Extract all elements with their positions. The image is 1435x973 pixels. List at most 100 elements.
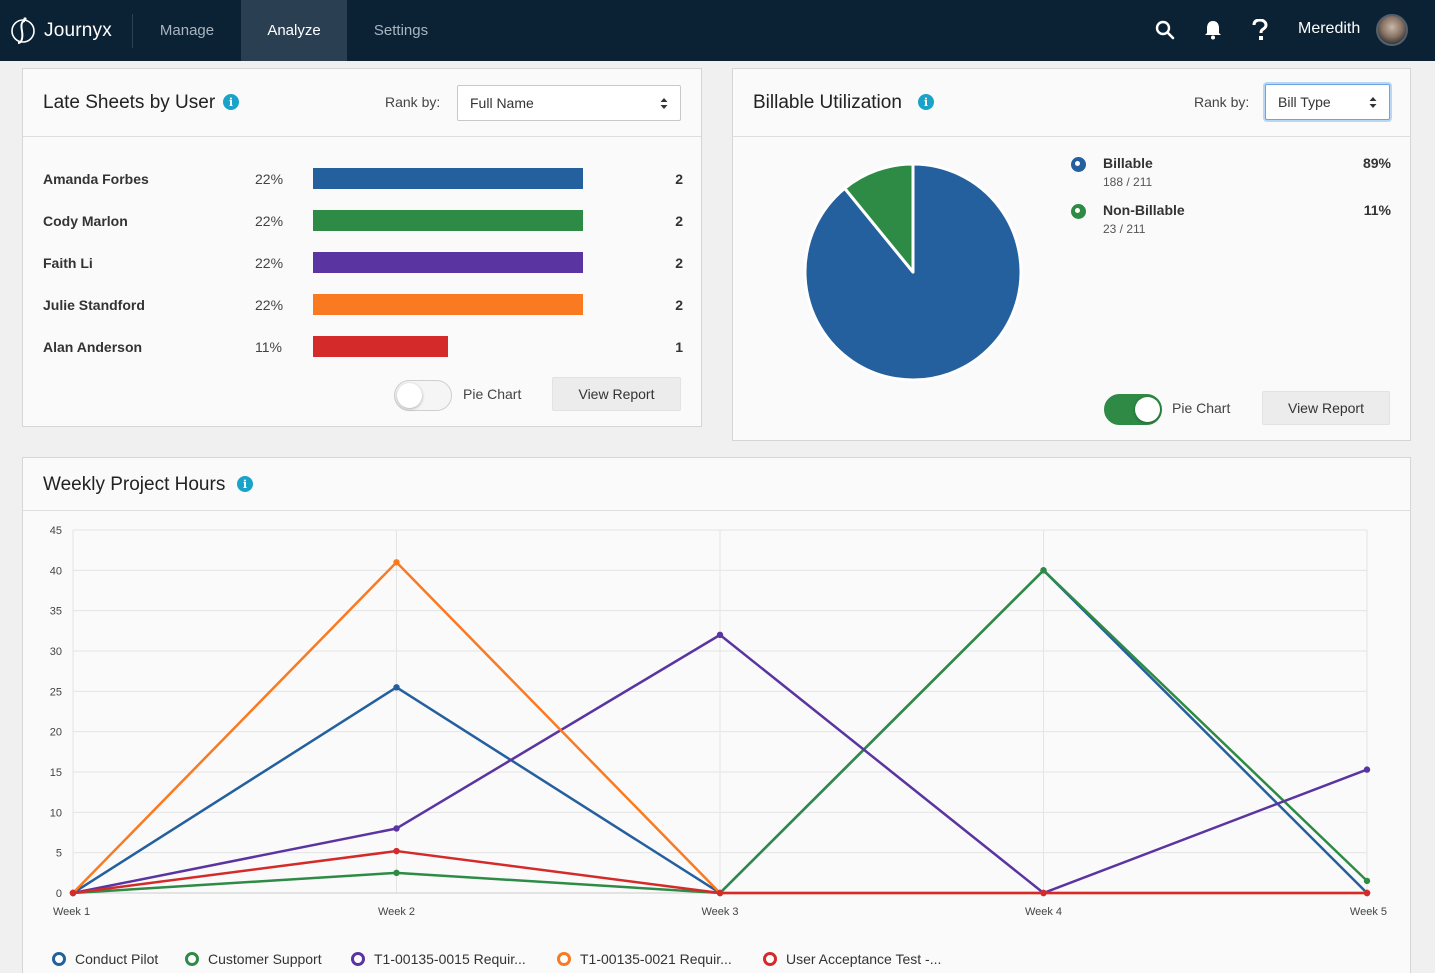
view-report-button[interactable]: View Report bbox=[552, 377, 681, 411]
weekly-header: Weekly Project Hours i bbox=[23, 458, 1410, 511]
bar-track bbox=[313, 168, 583, 189]
data-point[interactable] bbox=[393, 869, 400, 877]
toggle-knob bbox=[1135, 397, 1160, 422]
pie-chart-toggle-label: Pie Chart bbox=[1172, 400, 1231, 416]
user-percent: 22% bbox=[255, 255, 284, 271]
tab-analyze[interactable]: Analyze bbox=[241, 0, 347, 61]
bar[interactable] bbox=[313, 294, 583, 315]
y-tick-label: 45 bbox=[50, 525, 62, 537]
bar[interactable] bbox=[313, 252, 583, 273]
brand-logo[interactable]: Journyx bbox=[10, 12, 112, 50]
weekly-hours-line-chart: 0 5 10 15 20 25 30 35 40 45 Week 1 Week 2 Week 3 Week… bbox=[50, 525, 1387, 918]
data-point[interactable] bbox=[1363, 889, 1371, 897]
y-tick-label: 10 bbox=[50, 807, 62, 819]
rank-by-label: Rank by: bbox=[1194, 94, 1250, 110]
data-point[interactable] bbox=[716, 631, 724, 639]
late-sheet-count: 2 bbox=[675, 255, 683, 271]
bar-track bbox=[313, 336, 583, 357]
data-point[interactable] bbox=[393, 684, 400, 691]
user-name: Faith Li bbox=[43, 255, 93, 271]
late-sheet-count: 2 bbox=[675, 213, 683, 229]
user-percent: 22% bbox=[255, 297, 284, 313]
legend-percent: 89% bbox=[1362, 155, 1391, 171]
chart-legend-item[interactable]: Conduct Pilot bbox=[52, 949, 158, 969]
avatar[interactable] bbox=[1376, 14, 1408, 46]
late-sheet-count: 2 bbox=[675, 171, 683, 187]
pie-chart-toggle[interactable] bbox=[1104, 394, 1162, 425]
x-tick-label: Week 4 bbox=[1025, 906, 1062, 918]
bell-icon[interactable] bbox=[1201, 18, 1225, 42]
tab-settings[interactable]: Settings bbox=[373, 22, 429, 39]
legend-label: User Acceptance Test -... bbox=[786, 951, 942, 967]
pie-slice-non-billable[interactable] bbox=[843, 162, 915, 274]
x-tick-label: Week 3 bbox=[701, 906, 738, 918]
late-sheet-row: Alan Anderson 11% 1 bbox=[43, 336, 683, 358]
legend-name: Billable bbox=[1103, 155, 1153, 171]
tab-manage[interactable]: Manage bbox=[159, 22, 215, 39]
rank-by-value: Full Name bbox=[470, 95, 534, 111]
x-tick-label: Week 5 bbox=[1350, 906, 1387, 918]
late-sheet-row: Faith Li 22% 2 bbox=[43, 252, 683, 274]
legend-item-billable: Billable 188 / 211 89% bbox=[1071, 155, 1391, 195]
user-name: Julie Standford bbox=[43, 297, 145, 313]
data-point[interactable] bbox=[393, 825, 400, 832]
legend-dot-icon bbox=[52, 952, 66, 966]
legend-dot-icon bbox=[185, 952, 199, 966]
user-name: Cody Marlon bbox=[43, 213, 128, 229]
billable-header: Billable Utilization i Rank by: Bill Typ… bbox=[733, 69, 1410, 137]
data-point[interactable] bbox=[1363, 766, 1371, 773]
data-point[interactable] bbox=[1040, 567, 1047, 574]
legend-label: Customer Support bbox=[208, 951, 322, 967]
y-tick-label: 30 bbox=[50, 646, 62, 658]
user-menu-name[interactable]: Meredith bbox=[1298, 20, 1361, 37]
data-point[interactable] bbox=[716, 889, 724, 897]
pie-chart-toggle[interactable] bbox=[394, 380, 452, 411]
data-point[interactable] bbox=[69, 889, 77, 897]
billable-dot-icon bbox=[1071, 157, 1086, 172]
late-sheet-row: Amanda Forbes 22% 2 bbox=[43, 168, 683, 190]
late-sheet-row: Cody Marlon 22% 2 bbox=[43, 210, 683, 232]
journyx-logo-icon bbox=[11, 17, 35, 44]
info-icon[interactable]: i bbox=[223, 94, 239, 110]
chart-legend-item[interactable]: User Acceptance Test -... bbox=[763, 949, 941, 969]
y-tick-label: 35 bbox=[50, 606, 62, 618]
late-sheet-row: Julie Standford 22% 2 bbox=[43, 294, 683, 316]
view-report-button[interactable]: View Report bbox=[1262, 391, 1390, 425]
legend-dot-icon bbox=[557, 952, 571, 966]
nav-divider bbox=[132, 14, 133, 48]
data-point[interactable] bbox=[1040, 889, 1047, 897]
top-navigation-bar: Journyx Manage Analyze Settings Meredith bbox=[0, 0, 1435, 61]
bar-track bbox=[313, 252, 583, 273]
late-sheets-header: Late Sheets by User i Rank by: Full Name bbox=[23, 69, 701, 137]
user-percent: 11% bbox=[255, 339, 282, 355]
chart-legend-item[interactable]: T1-00135-0015 Requir... bbox=[351, 949, 526, 969]
legend-label: T1-00135-0021 Requir... bbox=[580, 951, 732, 967]
info-icon[interactable]: i bbox=[237, 476, 253, 492]
user-percent: 22% bbox=[255, 171, 284, 187]
info-icon[interactable]: i bbox=[918, 94, 934, 110]
help-icon[interactable] bbox=[1248, 18, 1272, 42]
chart-legend-item[interactable]: T1-00135-0021 Requir... bbox=[557, 949, 732, 969]
y-tick-label: 25 bbox=[50, 686, 62, 698]
y-tick-label: 20 bbox=[50, 727, 62, 739]
user-name: Amanda Forbes bbox=[43, 171, 149, 187]
y-tick-label: 15 bbox=[50, 767, 62, 779]
legend-ratio: 188 / 211 bbox=[1103, 175, 1153, 189]
data-point[interactable] bbox=[393, 847, 400, 855]
rank-by-select[interactable]: Bill Type bbox=[1265, 84, 1390, 120]
search-icon[interactable] bbox=[1153, 18, 1177, 42]
data-point[interactable] bbox=[1363, 877, 1371, 885]
billable-title: Billable Utilization bbox=[753, 92, 902, 113]
rank-by-label: Rank by: bbox=[385, 94, 441, 110]
bar[interactable] bbox=[313, 210, 583, 231]
data-point[interactable] bbox=[393, 559, 400, 566]
y-tick-label: 5 bbox=[56, 848, 62, 860]
bar[interactable] bbox=[313, 336, 448, 357]
x-tick-label: Week 2 bbox=[378, 906, 415, 918]
bar[interactable] bbox=[313, 168, 583, 189]
weekly-title: Weekly Project Hours bbox=[43, 474, 226, 495]
rank-by-select[interactable]: Full Name bbox=[457, 85, 681, 121]
late-sheet-count: 2 bbox=[675, 297, 683, 313]
rank-by-value: Bill Type bbox=[1278, 94, 1331, 110]
chart-legend-item[interactable]: Customer Support bbox=[185, 949, 322, 969]
